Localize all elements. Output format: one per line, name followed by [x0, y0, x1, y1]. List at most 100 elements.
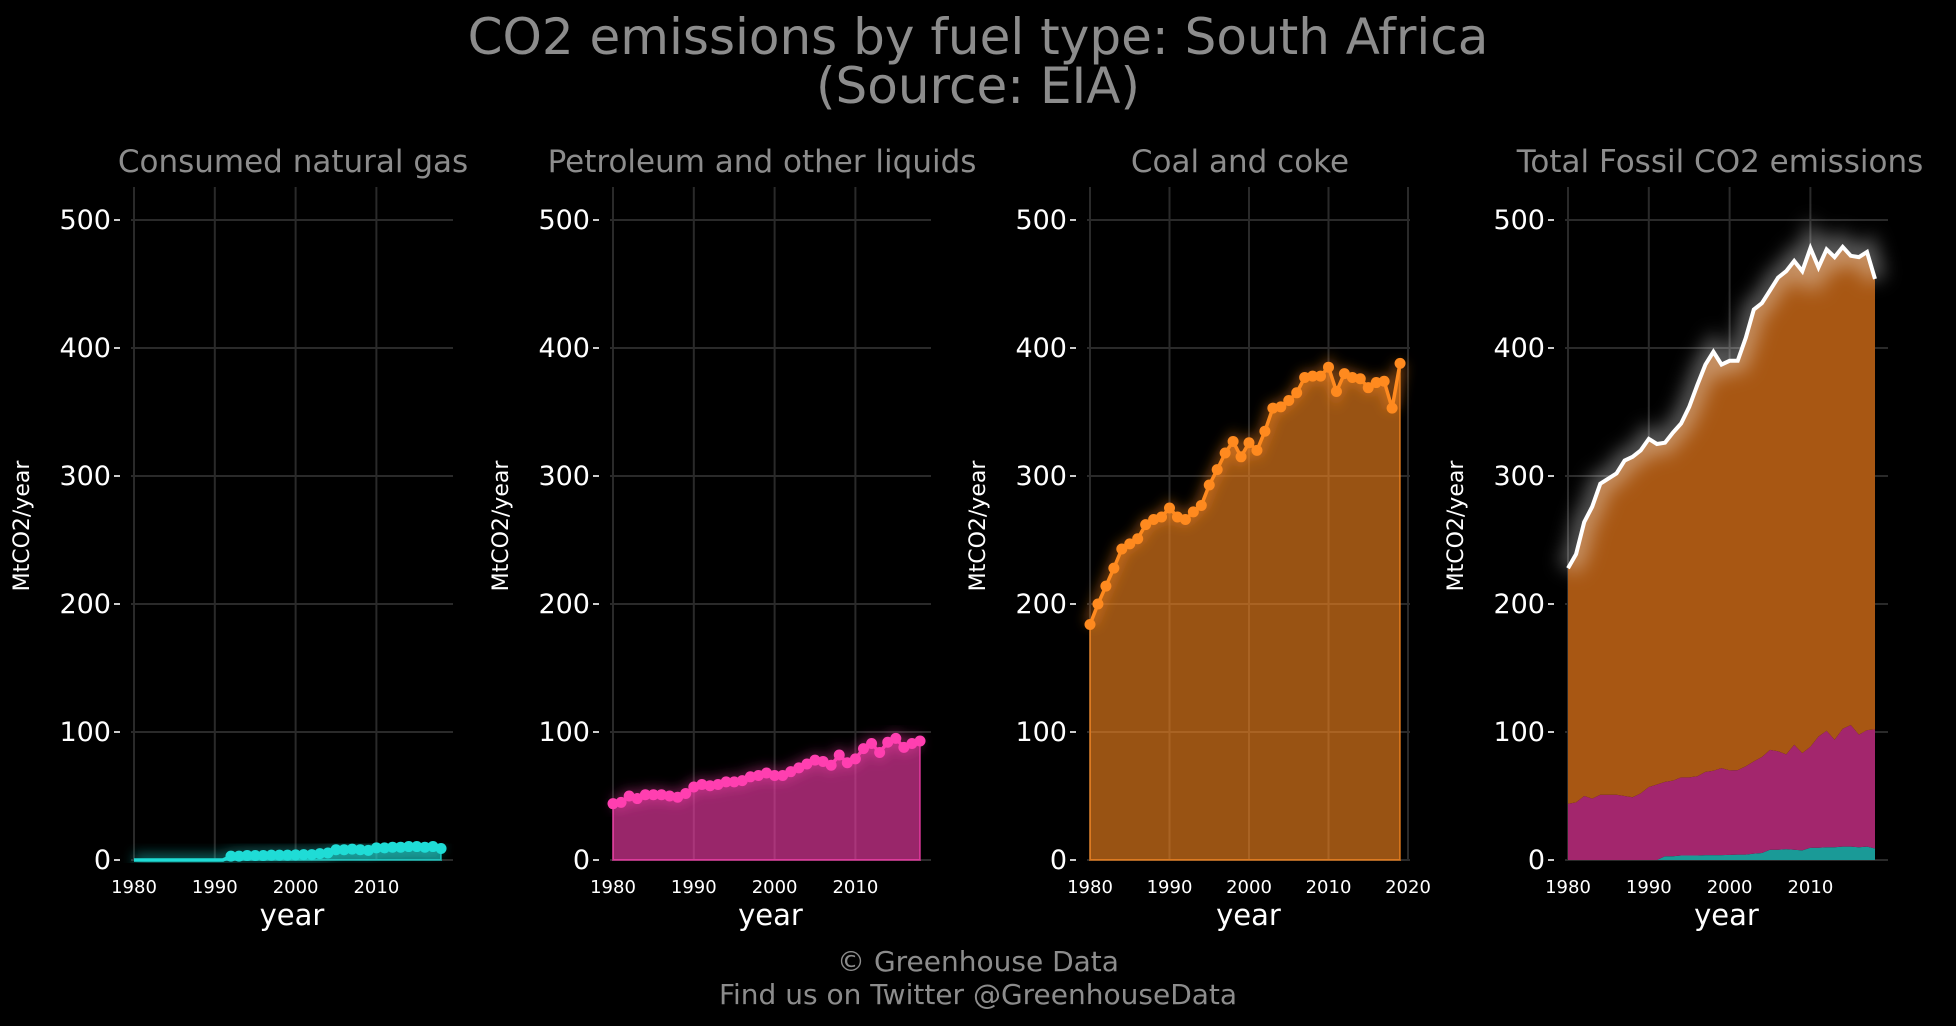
data-point [249, 850, 261, 862]
y-tick-label: 400 [538, 333, 590, 364]
data-point [655, 789, 667, 801]
data-point [1362, 382, 1374, 394]
y-tick-label: 100 [1493, 717, 1545, 748]
data-point [1195, 499, 1207, 511]
y-tick-label: 300 [1493, 461, 1545, 492]
data-point [1108, 562, 1120, 574]
x-tick-label: 1990 [1147, 877, 1193, 898]
data-point [1124, 538, 1136, 550]
data-point [1235, 451, 1247, 463]
data-point [1164, 502, 1175, 514]
data-point [1132, 533, 1144, 545]
total-line [1566, 242, 1877, 570]
panel-title: Total Fossil CO2 emissions [1516, 144, 1924, 180]
data-point [1203, 479, 1215, 491]
y-tick-label: 200 [1493, 589, 1545, 620]
y-tick-label: 300 [538, 461, 590, 492]
y-axis-label: MtCO2/year [1444, 460, 1469, 592]
data-point [1354, 373, 1366, 385]
x-tick-label: 1980 [111, 877, 157, 898]
stacked-area-3 [1568, 247, 1875, 804]
y-tick-label: 200 [59, 589, 111, 620]
panel-2: Petroleum and other liquids 0 100 200 300 400… [489, 144, 976, 932]
data-point [435, 842, 447, 854]
data-point [874, 746, 886, 758]
data-point [233, 850, 245, 862]
y-tick-label: 100 [1015, 717, 1067, 748]
chart-title-line2: (Source: EIA) [815, 57, 1141, 115]
x-tick-label: 2010 [832, 877, 878, 898]
data-point [395, 841, 407, 853]
data-point [306, 849, 318, 861]
y-tick-label: 500 [1015, 205, 1067, 236]
data-point [914, 735, 926, 747]
data-point [314, 848, 326, 860]
data-point [403, 841, 415, 853]
data-point [378, 842, 390, 854]
panel-4: Total Fossil CO2 emissions 0 100 200 300 400 5… [1444, 144, 1923, 932]
data-point [833, 749, 845, 761]
y-tick-label: 400 [1015, 333, 1067, 364]
data-point [1084, 618, 1096, 630]
data-point [1323, 361, 1334, 373]
data-point [1140, 519, 1152, 531]
data-point [1386, 402, 1398, 414]
data-point [704, 780, 716, 792]
y-axis-label: MtCO2/year [10, 460, 35, 592]
data-point [1315, 370, 1327, 382]
data-point [857, 743, 869, 755]
data-point [370, 842, 382, 854]
data-point [1378, 375, 1390, 387]
data-point [696, 778, 708, 790]
data-point [1219, 447, 1231, 459]
data-point [1307, 370, 1319, 382]
panel-title: Coal and coke [1131, 144, 1349, 180]
data-point [1283, 394, 1295, 406]
data-point [866, 738, 878, 750]
y-tick-label: 300 [1015, 461, 1067, 492]
data-point [354, 844, 366, 856]
x-tick-label: 2000 [1707, 877, 1753, 898]
x-axis-label: year [1694, 898, 1759, 932]
y-tick-label: 0 [573, 845, 590, 876]
y-tick-label: 0 [1528, 845, 1545, 876]
x-tick-label: 2010 [1787, 877, 1833, 898]
x-tick-label: 1980 [1067, 877, 1113, 898]
x-tick-label: 1980 [1545, 877, 1591, 898]
data-point [890, 732, 902, 744]
twitter-credit[interactable]: Find us on Twitter @GreenhouseData [718, 978, 1238, 1011]
data-point [680, 787, 692, 799]
data-point [346, 843, 358, 855]
data-point [744, 771, 756, 783]
data-point [1100, 580, 1112, 592]
y-tick-label: 0 [94, 845, 111, 876]
data-point [664, 790, 676, 802]
data-point [1259, 425, 1271, 437]
panel-title: Petroleum and other liquids [548, 144, 977, 180]
y-axis-label: MtCO2/year [966, 460, 991, 592]
panel-3: Coal and coke 0 100 200 300 400 500 1980 1990 200… [966, 144, 1431, 932]
x-tick-label: 2020 [1385, 877, 1431, 898]
data-point [825, 759, 837, 771]
data-point [720, 776, 732, 788]
data-point [1187, 506, 1199, 518]
x-tick-label: 2010 [353, 877, 399, 898]
data-point [1291, 387, 1303, 399]
data-point [639, 789, 651, 801]
data-point [769, 770, 781, 782]
y-tick-label: 400 [1493, 333, 1545, 364]
x-axis-label: year [738, 898, 803, 932]
chart-title-line1: CO2 emissions by fuel type: South Africa [467, 8, 1489, 66]
x-tick-label: 2000 [752, 877, 798, 898]
y-tick-label: 500 [538, 205, 590, 236]
data-point [1275, 401, 1287, 413]
data-point [728, 776, 740, 788]
data-point [1243, 437, 1255, 449]
x-axis-label: year [260, 898, 325, 932]
data-point [338, 844, 350, 856]
data-point [419, 841, 431, 853]
x-tick-label: 2000 [1226, 877, 1272, 898]
data-point [1394, 357, 1406, 369]
panel-1: Consumed natural gas 0 100 200 300 400 500 1980… [10, 144, 468, 932]
data-point [809, 754, 821, 766]
